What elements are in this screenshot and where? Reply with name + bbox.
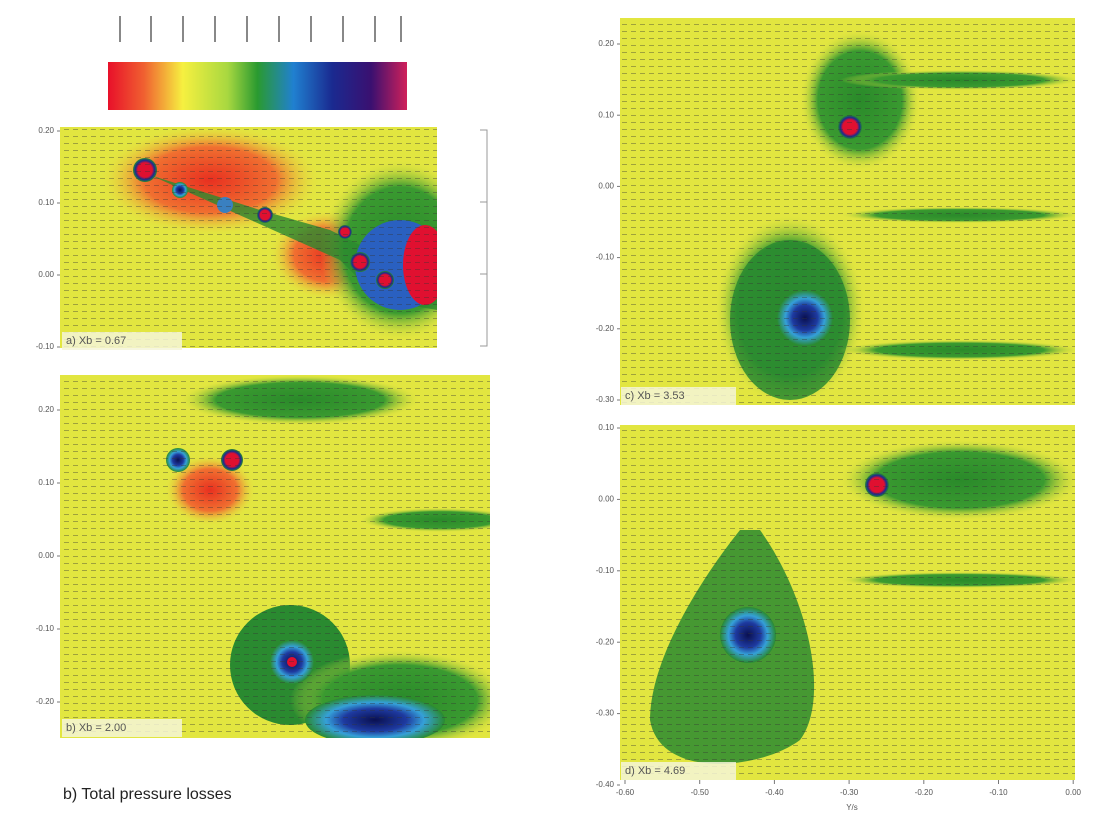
y-tick-label: -0.10 [596,253,615,262]
panel-label: c) Xb = 3.53 [625,390,685,402]
y-tick-label: -0.20 [596,637,615,646]
x-tick-label: -0.10 [989,788,1008,797]
x-tick-label: 0.00 [1065,788,1081,797]
y-tick-label: -0.20 [596,324,615,333]
y-tick-label: -0.40 [596,780,615,789]
panel-a-scale [480,130,487,346]
y-tick-label: 0.00 [38,270,54,279]
x-tick-label: -0.40 [765,788,784,797]
panel-b-field [60,375,520,750]
panel-label: d) Xb = 4.69 [625,765,685,777]
y-tick-label: -0.10 [596,566,615,575]
panel-label: a) Xb = 0.67 [66,335,126,347]
y-tick-label: 0.20 [38,126,54,135]
y-tick-label: 0.00 [598,495,614,504]
y-tick-label: 0.10 [38,478,54,487]
x-tick-label: -0.50 [691,788,710,797]
caption: b) Total pressure losses [63,786,232,803]
y-tick-label: -0.30 [596,709,615,718]
x-tick-label: -0.30 [840,788,859,797]
x-tick-label: -0.60 [616,788,635,797]
y-tick-label: 0.10 [38,198,54,207]
y-tick-label: 0.20 [598,39,614,48]
y-tick-label: 0.20 [38,405,54,414]
panel-d-field [620,425,1080,780]
panel-c-field [620,18,1080,405]
y-tick-label: -0.10 [36,342,55,351]
figure: 0.20 0.10 0.00 -0.10 a) Xb = 0.67 0.20 0.10 0.0… [0,0,1109,827]
y-tick-label: 0.00 [598,182,614,191]
panel-a-field [60,125,480,348]
x-tick-label: -0.20 [915,788,934,797]
y-tick-label: 0.10 [598,423,614,432]
y-tick-label: 0.00 [38,551,54,560]
panel-label: b) Xb = 2.00 [66,722,126,734]
colorbar [108,16,407,110]
x-axis-label: Y/s [846,803,858,812]
y-tick-label: 0.10 [598,110,614,119]
y-tick-label: -0.20 [36,697,55,706]
y-tick-label: -0.10 [36,624,55,633]
y-tick-label: -0.30 [596,395,615,404]
